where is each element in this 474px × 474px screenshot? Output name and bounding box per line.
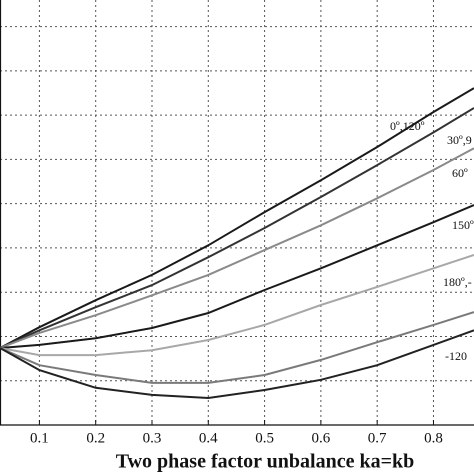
series-label: 30º,9 — [447, 133, 472, 147]
series-label: 60º — [452, 166, 468, 180]
series-line — [0, 311, 474, 384]
series-label: -120 — [445, 349, 467, 363]
series-label: 0º,120º — [390, 119, 425, 133]
series-line — [0, 87, 474, 349]
series-label: 150º — [452, 218, 474, 232]
x-tick-label: 0.6 — [312, 430, 331, 446]
series-label: 180º,- — [443, 275, 472, 289]
x-tick-label: 0.2 — [86, 430, 105, 446]
x-tick-label: 0.8 — [424, 430, 443, 446]
series-line — [0, 204, 474, 349]
series-line — [0, 147, 474, 349]
series-line — [0, 107, 474, 349]
x-tick-label: 0.7 — [368, 430, 387, 446]
x-tick-label: 0.5 — [255, 430, 274, 446]
x-axis-label: Two phase factor unbalance ka=kb — [116, 451, 415, 473]
x-tick-label: 0.4 — [199, 430, 218, 446]
series-line — [0, 254, 474, 357]
x-tick-label: 0.1 — [30, 430, 49, 446]
series-line — [0, 329, 474, 400]
x-tick-label: 0.3 — [143, 430, 162, 446]
